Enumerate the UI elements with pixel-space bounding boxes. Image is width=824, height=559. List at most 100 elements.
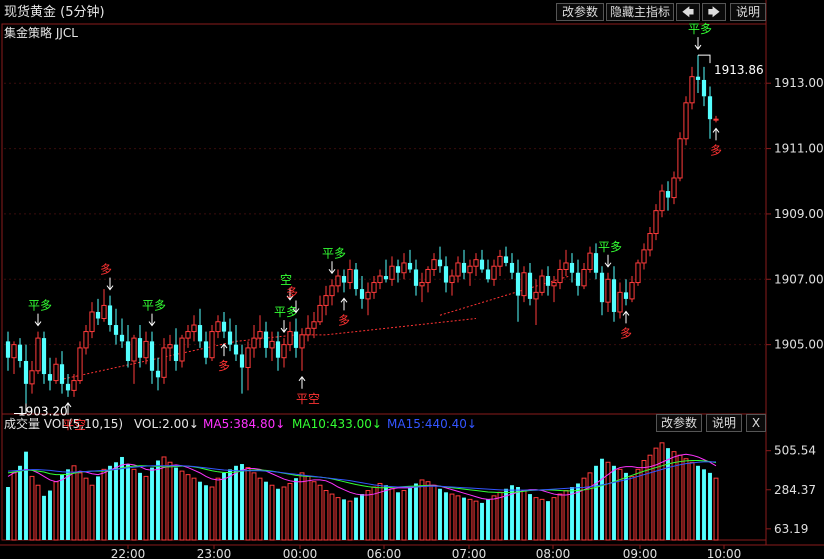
signal-label: 多 bbox=[100, 263, 112, 277]
volume-bar bbox=[354, 497, 358, 540]
signal-arrow-head bbox=[340, 297, 348, 303]
vol-name: 成交量 VOL(5,10,15) bbox=[4, 416, 123, 431]
volume-bar bbox=[408, 487, 412, 540]
candle-body bbox=[23, 360, 29, 384]
candle-body bbox=[269, 340, 275, 349]
volume-bar bbox=[323, 490, 329, 541]
vol-help-button[interactable]: 说明 bbox=[706, 414, 742, 432]
volume-bar bbox=[131, 468, 137, 541]
volume-bar bbox=[594, 465, 598, 540]
volume-bar bbox=[653, 447, 659, 541]
candle-body bbox=[677, 138, 683, 179]
volume-bar bbox=[533, 497, 539, 541]
candle-body bbox=[29, 370, 35, 385]
candle-body bbox=[665, 191, 671, 198]
candle-body bbox=[83, 331, 89, 349]
volume-bar bbox=[185, 474, 191, 541]
candle-body bbox=[155, 370, 161, 378]
volume-bar bbox=[150, 467, 154, 540]
candle-body bbox=[515, 272, 521, 296]
volume-bar bbox=[683, 458, 689, 541]
volume-bar bbox=[510, 485, 514, 540]
candle-body bbox=[293, 331, 299, 348]
arrow-right-icon[interactable]: 🡆 bbox=[702, 3, 726, 21]
x-tick-label: 10:00 bbox=[707, 547, 742, 559]
candle-body bbox=[137, 338, 143, 358]
volume-bar bbox=[431, 484, 437, 541]
candle-body bbox=[551, 282, 557, 287]
candle-body bbox=[641, 249, 647, 264]
volume-bar bbox=[191, 477, 197, 541]
candle-body bbox=[683, 102, 689, 140]
volume-bar bbox=[528, 494, 532, 540]
vol-ma5: MA5:384.80↓ bbox=[203, 417, 285, 431]
candle-body bbox=[125, 341, 131, 361]
strategy-label: 集金策略 JJCL bbox=[4, 25, 78, 40]
vol-y-tick-label: 505.54 bbox=[774, 444, 816, 458]
volume-bar bbox=[138, 472, 142, 540]
low-marker bbox=[14, 403, 27, 414]
volume-bar bbox=[624, 472, 628, 540]
hide-main-indicator-button[interactable]: 隐藏主指标 bbox=[606, 3, 674, 21]
volume-bar bbox=[101, 468, 107, 541]
volume-bar bbox=[659, 442, 665, 541]
candle-body bbox=[245, 347, 251, 369]
volume-bar bbox=[305, 475, 311, 541]
arrow-left-icon[interactable]: 🡄 bbox=[676, 3, 700, 21]
signal-arrow-head bbox=[694, 44, 702, 50]
candle-body bbox=[653, 210, 659, 235]
candle-body bbox=[509, 262, 515, 273]
volume-bar bbox=[666, 448, 670, 540]
candle-body bbox=[569, 262, 575, 273]
volume-bar bbox=[557, 493, 563, 541]
vol-close-button[interactable]: X bbox=[746, 414, 766, 432]
edit-params-button[interactable]: 改参数 bbox=[556, 3, 604, 21]
candle-body bbox=[617, 291, 623, 313]
candle-body bbox=[611, 279, 617, 312]
candle-body bbox=[311, 321, 317, 329]
candle-body bbox=[239, 354, 245, 368]
volume-bar bbox=[696, 465, 700, 540]
y-tick-label: 1909.00 bbox=[774, 207, 824, 221]
y-axis-labels: 1905.00 1907.00 1909.00 1911.00 1913.00 bbox=[766, 76, 824, 352]
signal-label: 平空 bbox=[62, 418, 86, 432]
volume-bar bbox=[371, 486, 377, 541]
volume-bar bbox=[6, 487, 10, 540]
help-button[interactable]: 说明 bbox=[730, 3, 766, 21]
volume-bar bbox=[299, 472, 305, 541]
candle-body bbox=[443, 266, 449, 283]
volume-bar bbox=[551, 497, 557, 541]
volume-bar bbox=[179, 470, 185, 541]
candle-body bbox=[53, 363, 59, 382]
volume-bar bbox=[234, 465, 238, 540]
candle-body bbox=[557, 268, 563, 284]
volume-bar bbox=[491, 495, 497, 541]
candle-body bbox=[467, 265, 473, 274]
signal-label: 多 bbox=[218, 359, 230, 373]
candle-body bbox=[317, 304, 323, 323]
y-tick-label: 1913.00 bbox=[774, 76, 824, 90]
volume-bar bbox=[156, 460, 160, 540]
volume-bar bbox=[29, 475, 35, 541]
candle-body bbox=[263, 331, 269, 348]
x-tick-label: 22:00 bbox=[111, 547, 146, 559]
vol-edit-params-button[interactable]: 改参数 bbox=[656, 414, 702, 432]
signal-arrow-head bbox=[106, 285, 114, 291]
candle-body bbox=[41, 338, 47, 375]
candle-body bbox=[701, 79, 707, 97]
candle-body bbox=[179, 337, 185, 362]
volume-bar bbox=[365, 490, 371, 541]
y-tick-label: 1907.00 bbox=[774, 272, 824, 286]
candle-body bbox=[191, 324, 197, 333]
x-axis-labels: 22:00 23:00 00:00 06:00 07:00 08:00 09:00 10:00 bbox=[111, 545, 742, 559]
vol-y-tick-label: 284.37 bbox=[774, 483, 816, 497]
volume-bar bbox=[480, 502, 484, 540]
volume-bar bbox=[198, 481, 202, 540]
volume-bar bbox=[629, 475, 635, 541]
x-tick-label: 09:00 bbox=[623, 547, 658, 559]
candle-body bbox=[485, 269, 491, 280]
volume-bar bbox=[329, 493, 335, 541]
candle-body bbox=[455, 262, 461, 277]
volume-bar bbox=[360, 494, 364, 540]
candle-body bbox=[233, 344, 239, 355]
